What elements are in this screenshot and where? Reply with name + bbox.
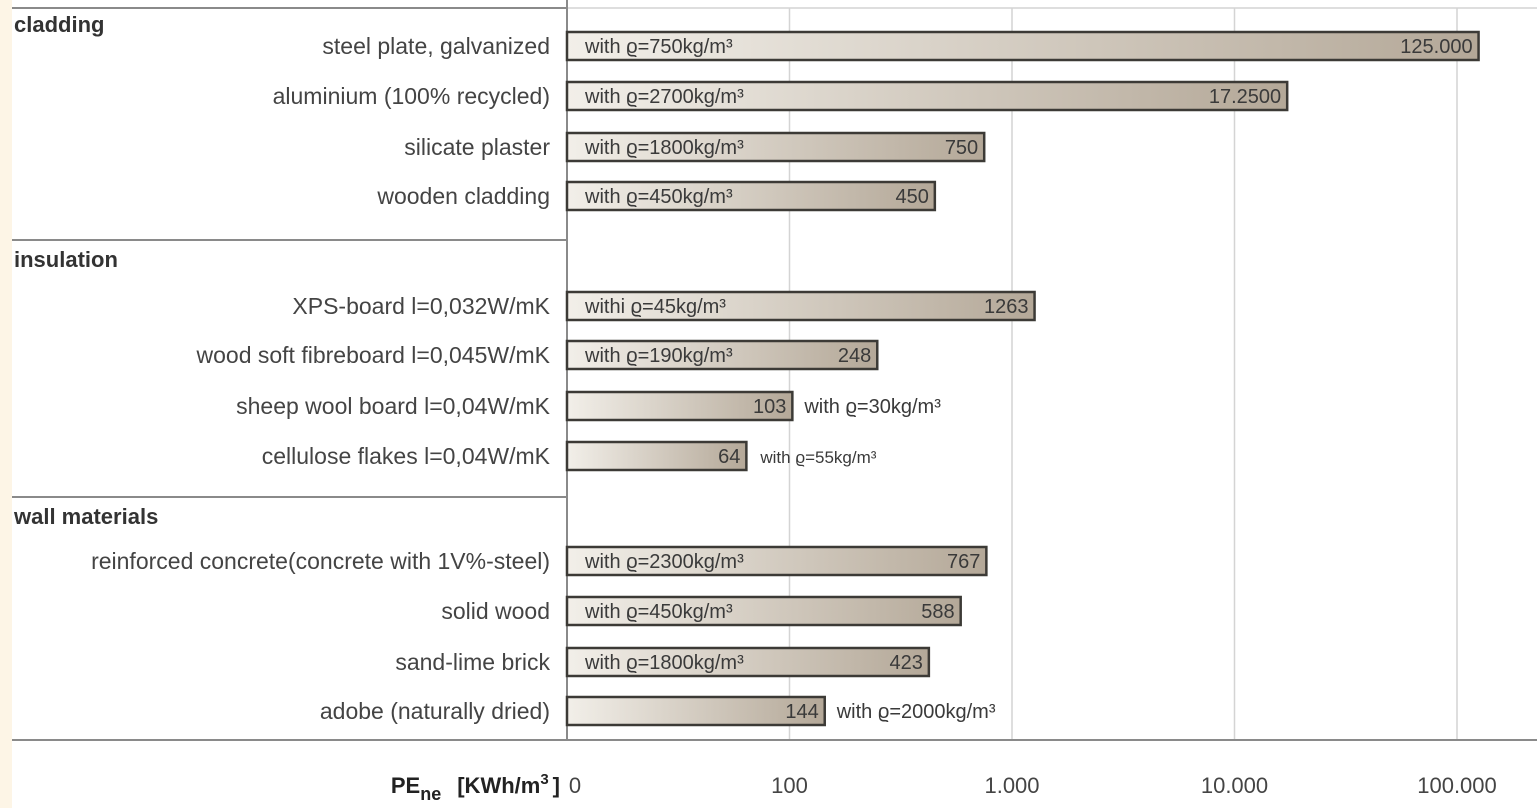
bar xyxy=(565,545,988,577)
grid-lines xyxy=(567,7,1537,740)
density-label: with ϱ=750kg/m³ xyxy=(584,36,733,58)
bar-value-label: 588 xyxy=(921,601,954,623)
embodied-energy-bar-chart: cladding steel plate, galvanized aluminium… xyxy=(12,0,1537,804)
bar-value-label: 64 xyxy=(718,446,740,468)
bar-value-label: 767 xyxy=(947,551,980,573)
bar xyxy=(565,30,1480,62)
x-tick-label: 0 xyxy=(569,773,581,798)
group-title: cladding xyxy=(14,12,104,37)
x-tick-label: 100.000 xyxy=(1417,773,1497,798)
bars: 125.000 with ϱ=750kg/m³ 17.2500 with ϱ=2700… xyxy=(565,30,1480,727)
bar xyxy=(565,131,986,163)
bar-value-label: 144 xyxy=(785,701,818,723)
density-label: with ϱ=2700kg/m³ xyxy=(584,86,744,108)
bar xyxy=(565,339,879,371)
x-tick-label: 1.000 xyxy=(984,773,1039,798)
row-label: sand-lime brick xyxy=(395,649,550,675)
density-label: with ϱ=30kg/m³ xyxy=(803,396,941,418)
x-axis-title: PEne [KWh/m3] xyxy=(391,771,560,804)
density-label: withi ϱ=45kg/m³ xyxy=(584,296,726,318)
bar xyxy=(565,290,1036,322)
bar-value-label: 423 xyxy=(889,652,922,674)
row-label: solid wood xyxy=(441,598,550,624)
bar xyxy=(565,595,962,627)
row-label: silicate plaster xyxy=(404,134,550,160)
row-label: aluminium (100% recycled) xyxy=(273,83,550,109)
row-label: XPS-board l=0,032W/mK xyxy=(292,293,550,319)
group-title: wall materials xyxy=(13,504,158,529)
bar-value-label: 103 xyxy=(753,396,786,418)
bar xyxy=(565,440,748,472)
bar-value-label: 125.000 xyxy=(1400,36,1472,58)
density-label: with ϱ=55kg/m³ xyxy=(759,448,876,467)
row-label: reinforced concrete(concrete with 1V%-st… xyxy=(91,548,550,574)
bar xyxy=(565,646,931,678)
chart-stage: cladding steel plate, galvanized aluminium… xyxy=(12,0,1537,808)
density-label: with ϱ=450kg/m³ xyxy=(584,601,733,623)
bar xyxy=(565,180,937,212)
bar xyxy=(565,695,826,727)
bar-value-label: 450 xyxy=(895,186,928,208)
row-label: sheep wool board l=0,04W/mK xyxy=(236,393,551,419)
x-axis: 0 100 1.000 10.000 100.000 PEne [KWh/m3] xyxy=(391,771,1497,804)
row-label: cellulose flakes l=0,04W/mK xyxy=(262,443,551,469)
density-label: with ϱ=1800kg/m³ xyxy=(584,137,744,159)
bar xyxy=(565,390,794,422)
x-tick-label: 100 xyxy=(771,773,808,798)
density-label: with ϱ=2000kg/m³ xyxy=(836,701,996,723)
row-label: wooden cladding xyxy=(376,183,550,209)
x-tick-label: 10.000 xyxy=(1201,773,1268,798)
bar xyxy=(565,80,1289,112)
bar-value-label: 17.2500 xyxy=(1209,86,1281,108)
row-label: steel plate, galvanized xyxy=(322,33,550,59)
density-label: with ϱ=450kg/m³ xyxy=(584,186,733,208)
density-label: with ϱ=2300kg/m³ xyxy=(584,551,744,573)
bar-value-label: 1263 xyxy=(984,296,1029,318)
row-labels: cladding steel plate, galvanized aluminium… xyxy=(13,12,551,724)
density-label: with ϱ=1800kg/m³ xyxy=(584,652,744,674)
row-label: adobe (naturally dried) xyxy=(320,698,550,724)
density-label: with ϱ=190kg/m³ xyxy=(584,345,733,367)
bar-value-label: 248 xyxy=(838,345,871,367)
row-label: wood soft fibreboard l=0,045W/mK xyxy=(196,342,551,368)
group-title: insulation xyxy=(14,247,118,272)
bar-value-label: 750 xyxy=(945,137,978,159)
